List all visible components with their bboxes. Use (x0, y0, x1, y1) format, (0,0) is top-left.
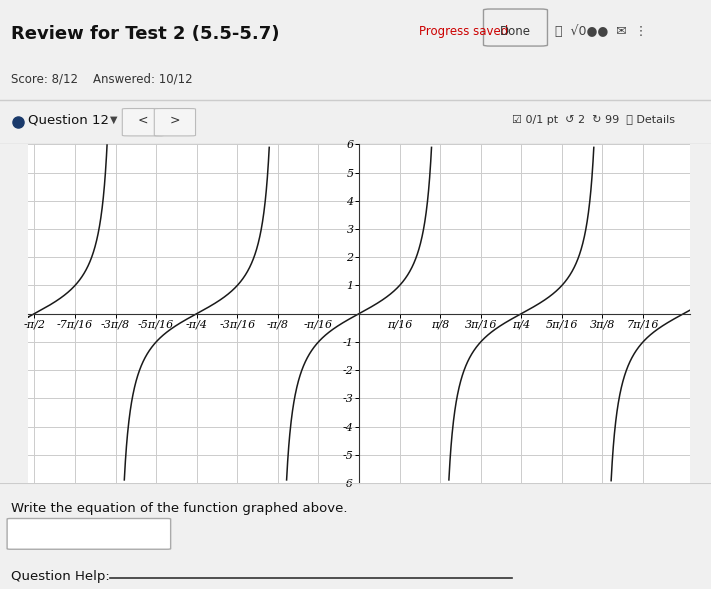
Text: Progress saved: Progress saved (419, 25, 509, 38)
Text: Score: 8/12    Answered: 10/12: Score: 8/12 Answered: 10/12 (11, 72, 192, 85)
FancyBboxPatch shape (7, 518, 171, 549)
Text: Question 12: Question 12 (28, 114, 109, 127)
Text: Review for Test 2 (5.5-5.7): Review for Test 2 (5.5-5.7) (11, 25, 279, 43)
Text: <: < (138, 114, 148, 127)
FancyBboxPatch shape (483, 9, 547, 46)
Text: Done: Done (500, 25, 531, 38)
Text: >: > (170, 114, 180, 127)
FancyBboxPatch shape (154, 108, 196, 136)
FancyBboxPatch shape (122, 108, 164, 136)
Text: ⎙  √0●●  ✉  ⋮: ⎙ √0●● ✉ ⋮ (555, 25, 647, 38)
Text: Question Help:: Question Help: (11, 570, 109, 583)
Text: Write the equation of the function graphed above.: Write the equation of the function graph… (11, 502, 347, 515)
Text: ☑ 0/1 pt  ↺ 2  ↻ 99  ⓘ Details: ☑ 0/1 pt ↺ 2 ↻ 99 ⓘ Details (512, 115, 675, 125)
Text: ▼: ▼ (110, 115, 118, 125)
